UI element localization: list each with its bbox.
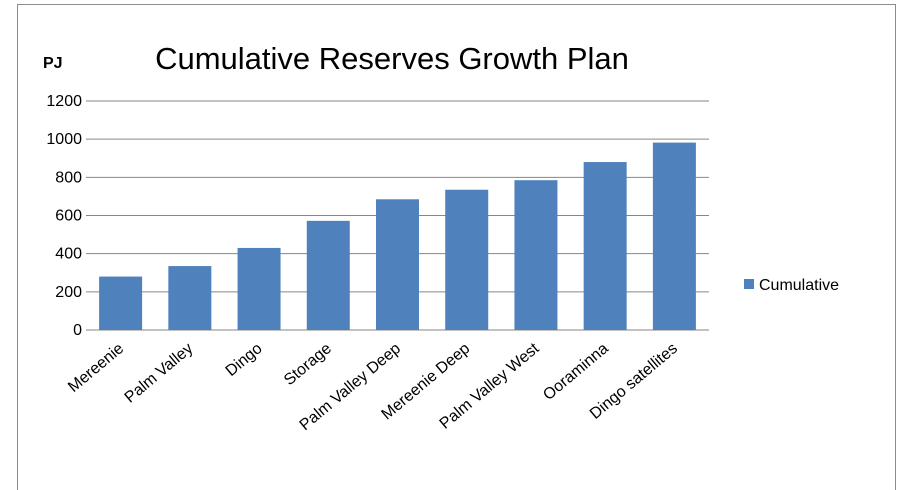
bar: [583, 162, 627, 330]
bar: [306, 220, 350, 330]
bar: [237, 247, 281, 330]
y-tick-label: 400: [55, 246, 82, 263]
x-category-label: Palm Valley: [122, 340, 197, 407]
y-tick-label: 1200: [46, 93, 82, 110]
bar: [168, 266, 212, 330]
y-axis-ticks: 0 200 400 600 800 1000 1200: [46, 93, 82, 339]
legend-label: Cumulative: [759, 277, 839, 294]
y-axis-unit-label: PJ: [43, 55, 63, 72]
y-tick-label: 0: [73, 322, 82, 339]
chart-title: Cumulative Reserves Growth Plan: [155, 41, 629, 76]
bar-series: [99, 142, 696, 330]
x-category-label: Storage: [281, 340, 335, 389]
x-category-label: Ooraminna: [540, 340, 612, 404]
x-category-label: Mereenie: [65, 340, 127, 396]
y-tick-label: 200: [55, 284, 82, 301]
bar: [514, 180, 558, 330]
bar: [445, 189, 489, 330]
bar: [652, 142, 696, 330]
y-tick-label: 1000: [46, 131, 82, 148]
legend-swatch: [744, 279, 754, 289]
y-tick-label: 800: [55, 169, 82, 186]
bar: [376, 199, 419, 330]
legend: Cumulative: [744, 277, 839, 294]
bar: [99, 276, 143, 330]
x-category-label: Dingo: [223, 340, 266, 380]
y-tick-label: 600: [55, 208, 82, 225]
